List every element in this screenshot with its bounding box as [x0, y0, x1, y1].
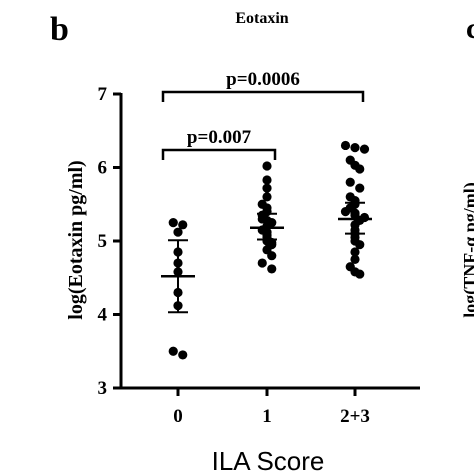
data-point	[168, 218, 178, 228]
data-point	[262, 183, 272, 193]
x-tick-label: 0	[173, 406, 183, 427]
significance-bracket	[161, 90, 365, 102]
next-panel-label: c	[466, 12, 474, 45]
y-tick-label: 3	[98, 378, 108, 399]
data-point	[178, 220, 188, 230]
data-point	[350, 247, 360, 257]
data-point	[355, 183, 365, 193]
chart-title: Eotaxin	[235, 10, 288, 27]
data-point	[267, 264, 277, 274]
data-point	[355, 269, 365, 279]
y-tick-label: 4	[98, 305, 108, 326]
data-point	[359, 144, 370, 154]
significance-bracket	[161, 148, 277, 160]
data-point	[257, 258, 267, 268]
side-axis-fragment: log(TNF-α pg/ml)	[460, 182, 474, 318]
data-point	[262, 161, 272, 171]
data-point	[345, 177, 355, 187]
plot-area: 3 4 5 6 7 0 1 2+3 p=0.007 p=0.0006	[98, 69, 420, 427]
p-value-label: p=0.0006	[226, 69, 300, 90]
data-point	[262, 192, 272, 202]
data-point	[168, 346, 178, 356]
panel-label: b	[50, 11, 69, 48]
data-point	[262, 175, 272, 185]
y-tick-label: 6	[98, 158, 108, 179]
data-point	[178, 350, 188, 360]
x-axis-label: ILA Score	[212, 446, 325, 474]
data-point	[350, 143, 360, 153]
x-tick-label: 2+3	[340, 406, 370, 427]
data-point	[355, 164, 365, 174]
data-point	[340, 140, 351, 151]
data-point	[350, 254, 360, 264]
y-axis-label: log(Eotaxin pg/ml)	[65, 160, 87, 319]
data-point	[340, 207, 351, 217]
y-tick-label: 7	[98, 84, 108, 105]
x-tick-label: 1	[262, 406, 272, 427]
y-tick-label: 5	[98, 231, 108, 252]
data-point	[173, 227, 183, 237]
p-value-label: p=0.007	[187, 127, 252, 148]
data-point	[267, 251, 277, 261]
data-point	[355, 240, 365, 250]
